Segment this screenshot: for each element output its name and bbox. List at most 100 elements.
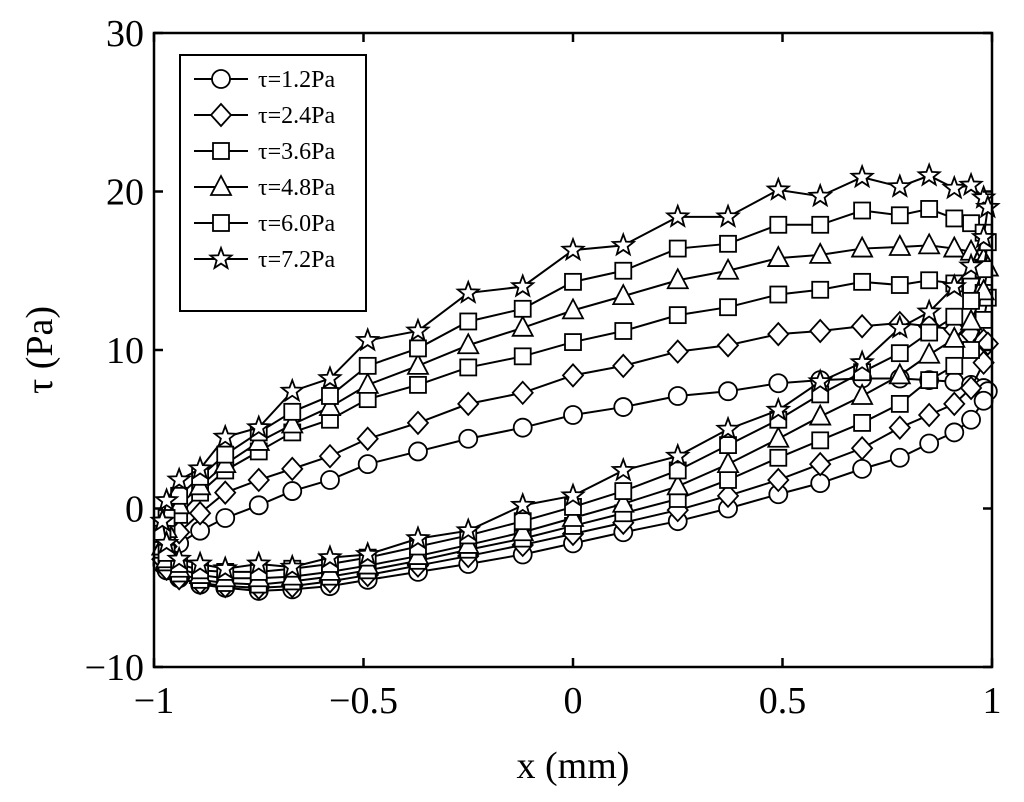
data-point-star	[886, 314, 913, 339]
data-point-star	[153, 486, 180, 512]
data-point-triangle	[850, 383, 874, 405]
data-point-circle	[889, 447, 910, 468]
data-point-square	[283, 402, 302, 421]
data-point-circle	[919, 433, 940, 454]
data-point-triangle	[611, 490, 635, 513]
y-tick-label: 20	[106, 172, 144, 214]
data-point-square	[890, 206, 909, 225]
data-point-triangle	[716, 257, 740, 280]
data-point-square	[890, 394, 909, 413]
data-point-square	[513, 512, 532, 531]
legend-entry: τ=3.6Pa	[194, 139, 336, 165]
data-point-triangle	[850, 235, 874, 258]
legend-marker-star	[208, 245, 234, 270]
data-point-diamond	[943, 391, 966, 417]
data-point-circle	[973, 390, 994, 411]
legend: τ=1.2Pa τ=2.4Pa τ=3.6Pa τ=4.8Pa τ=6.0Pa τ=7.2…	[179, 54, 367, 312]
data-point-circle	[667, 386, 688, 406]
data-point-star	[405, 317, 431, 342]
legend-label: τ=2.4Pa	[258, 103, 336, 129]
data-point-star	[807, 182, 834, 208]
data-point-star	[886, 173, 913, 198]
data-point-diamond	[716, 332, 740, 358]
x-tick-label: −0.5	[329, 680, 398, 722]
data-point-circle	[512, 417, 533, 438]
legend-marker-triangle	[209, 174, 233, 196]
data-point-square	[945, 356, 964, 375]
data-point-star	[405, 525, 431, 550]
data-point-star	[245, 414, 272, 439]
data-point-square	[945, 209, 964, 228]
data-point-square	[945, 307, 964, 326]
data-point-diamond	[281, 456, 304, 482]
data-point-star	[916, 298, 943, 323]
legend-label: τ=1.2Pa	[258, 67, 336, 93]
data-point-star	[212, 423, 239, 449]
data-point-star	[187, 550, 214, 575]
data-point-star	[765, 176, 792, 201]
data-point-triangle	[959, 308, 983, 331]
data-point-triangle	[666, 267, 690, 290]
data-point-diamond	[188, 500, 212, 526]
data-point-triangle	[808, 403, 832, 426]
data-point-star	[354, 540, 381, 566]
data-point-square	[668, 306, 687, 325]
data-point-square	[769, 215, 788, 234]
data-point-star	[166, 545, 193, 571]
data-point-star	[354, 326, 381, 352]
legend-marker-square	[212, 214, 230, 232]
legend-marker-circle	[211, 69, 231, 89]
data-point-star	[560, 236, 586, 262]
data-point-triangle	[766, 245, 790, 267]
data-point-diamond	[850, 435, 874, 461]
data-point-diamond	[767, 467, 790, 493]
data-point-triangle	[917, 232, 941, 255]
data-point-triangle	[406, 352, 430, 375]
data-point-star	[187, 455, 214, 480]
data-point-star	[664, 203, 691, 228]
data-point-triangle	[511, 519, 535, 542]
data-point-star	[807, 368, 834, 393]
data-point-square	[216, 445, 235, 464]
data-point-star	[317, 544, 343, 569]
data-point-diamond	[850, 313, 874, 339]
x-tick-label: 0.5	[759, 680, 807, 722]
data-point-star	[958, 252, 984, 277]
data-point-star	[455, 279, 482, 304]
data-point-star	[153, 529, 180, 555]
data-point-circle	[718, 381, 738, 402]
data-point-square	[668, 239, 687, 258]
data-point-star	[916, 162, 943, 187]
data-point-square	[920, 323, 939, 342]
data-point-triangle	[561, 297, 585, 320]
legend-label: τ=7.2Pa	[258, 247, 336, 273]
data-point-square	[811, 280, 830, 299]
legend-marker-square	[212, 142, 230, 160]
ticks-layer: −1 −0.5 0 0.5 1 −10 0 10 20 30	[85, 13, 1002, 722]
y-tick-label: 0	[125, 489, 144, 531]
x-axis-label: x (mm)	[517, 745, 630, 787]
data-point-square	[853, 201, 872, 220]
data-point-star	[958, 171, 984, 197]
data-point-circle	[852, 458, 873, 479]
data-point-square	[853, 414, 872, 432]
data-point-diamond	[406, 410, 430, 436]
data-point-triangle	[611, 283, 635, 306]
data-point-circle	[563, 405, 583, 425]
data-point-square	[811, 215, 830, 234]
data-point-square	[358, 356, 377, 375]
data-point-star	[849, 349, 876, 374]
data-point-circle	[320, 470, 340, 490]
data-point-circle	[810, 473, 831, 494]
legend-entry: τ=1.2Pa	[194, 67, 336, 93]
x-tick-label: 1	[983, 680, 1002, 722]
data-point-triangle	[888, 362, 912, 385]
data-point-square	[668, 461, 687, 480]
data-point-star	[715, 415, 741, 441]
data-point-square	[321, 387, 339, 405]
y-axis-label: τ (Pa)	[19, 306, 61, 394]
legend-entry: τ=6.0Pa	[194, 211, 336, 237]
data-point-star	[509, 273, 536, 298]
data-point-star	[245, 550, 272, 575]
data-point-square	[459, 312, 478, 331]
